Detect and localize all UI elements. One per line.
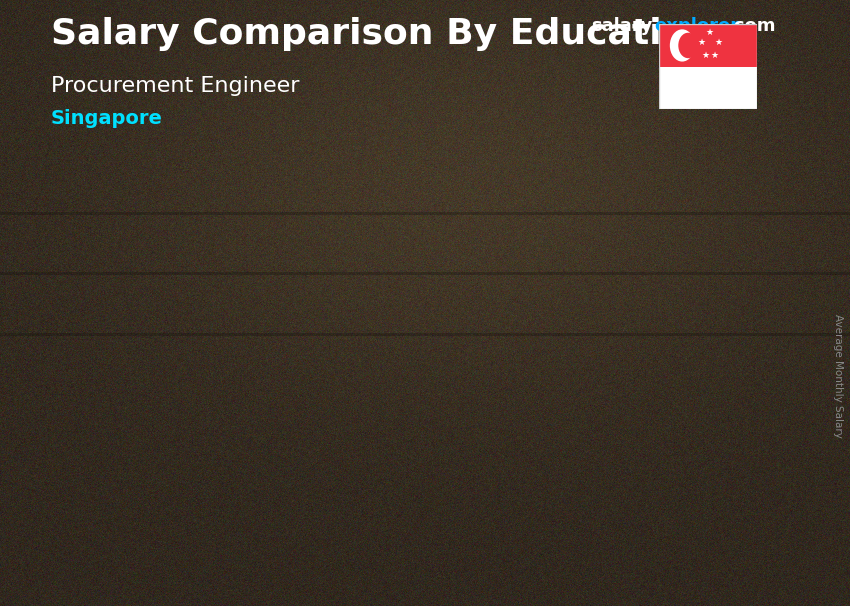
Text: +17%: +17% [184, 332, 265, 356]
Text: ★: ★ [711, 51, 719, 60]
Polygon shape [185, 413, 193, 521]
Polygon shape [431, 339, 524, 340]
Bar [431, 494, 517, 521]
Polygon shape [351, 396, 359, 521]
Text: 4,760 SGD: 4,760 SGD [99, 429, 189, 444]
Text: 8,080 SGD: 8,080 SGD [431, 356, 520, 370]
Text: +31%: +31% [517, 219, 598, 243]
Text: 10,600 SGD: 10,600 SGD [597, 299, 697, 314]
Text: .com: .com [727, 17, 775, 35]
Bar [431, 340, 517, 521]
Text: Average Monthly Salary: Average Monthly Salary [833, 314, 843, 438]
Bar [597, 485, 683, 521]
Circle shape [678, 33, 698, 58]
Bar [99, 415, 185, 521]
Bar [659, 67, 756, 109]
Circle shape [670, 29, 694, 62]
Text: +46%: +46% [351, 267, 431, 290]
Polygon shape [517, 339, 524, 521]
Text: 5,550 SGD: 5,550 SGD [265, 412, 354, 427]
Text: ★: ★ [698, 38, 705, 47]
Bar [99, 505, 185, 521]
Text: ★: ★ [714, 38, 722, 47]
Text: salary: salary [591, 17, 652, 35]
Bar [597, 283, 683, 521]
Text: ★: ★ [706, 28, 713, 37]
Text: Salary Comparison By Education: Salary Comparison By Education [51, 17, 712, 51]
Polygon shape [597, 282, 691, 283]
Bar [659, 24, 756, 67]
Polygon shape [683, 282, 691, 521]
Bar [265, 502, 351, 521]
Text: explorer: explorer [654, 17, 740, 35]
Polygon shape [99, 413, 193, 415]
Text: Procurement Engineer: Procurement Engineer [51, 76, 299, 96]
Text: Singapore: Singapore [51, 109, 163, 128]
Text: ★: ★ [701, 51, 709, 60]
Bar [265, 396, 351, 521]
